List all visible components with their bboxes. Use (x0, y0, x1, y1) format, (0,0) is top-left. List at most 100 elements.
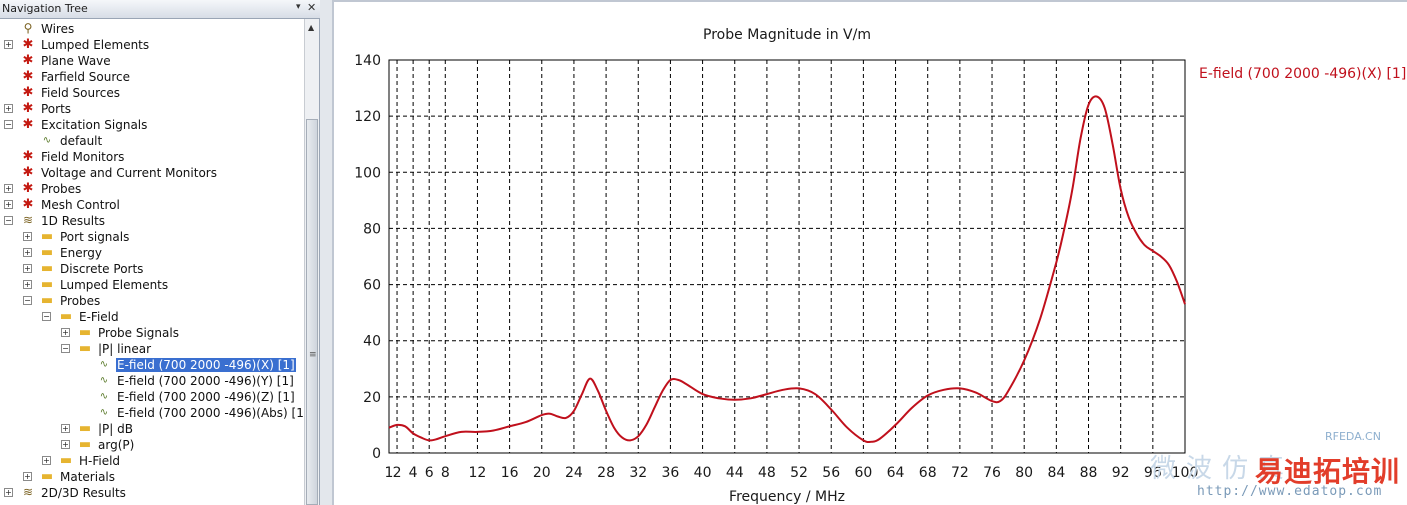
x-tick-label: 76 (983, 465, 1001, 481)
tree-item-label: Lumped Elements (60, 278, 169, 292)
tree-item[interactable]: + ▬ Probe Signals (0, 325, 304, 341)
gear-icon: ✱ (22, 117, 34, 132)
collapse-icon[interactable]: − (61, 344, 70, 353)
tree-item[interactable]: + ▬ arg(P) (0, 437, 304, 453)
results-icon: ≋ (22, 213, 34, 227)
x-tick-label: 88 (1080, 465, 1098, 481)
expand-icon[interactable]: + (4, 488, 13, 497)
folder-icon: ▬ (59, 453, 73, 468)
folder-icon: ▬ (59, 309, 73, 324)
tree-item[interactable]: − ✱ Excitation Signals (0, 117, 304, 133)
expand-icon[interactable]: + (61, 440, 70, 449)
tree-item[interactable]: ⚲ Wires (0, 21, 304, 37)
expand-icon[interactable]: + (23, 280, 32, 289)
tree-item[interactable]: ✱ Field Monitors (0, 149, 304, 165)
tree-item[interactable]: − ▬ |P| linear (0, 341, 304, 357)
expand-icon[interactable]: + (61, 424, 70, 433)
scrollbar-thumb[interactable]: ≡ (306, 119, 318, 505)
expand-icon[interactable]: + (23, 248, 32, 257)
tree-item[interactable]: + ▬ |P| dB (0, 421, 304, 437)
tree-item[interactable]: ∿ E-field (700 2000 -496)(Abs) [1] (0, 405, 304, 421)
expand-icon[interactable]: + (42, 456, 51, 465)
tree-item-label: arg(P) (98, 438, 135, 452)
tree-item[interactable]: − ▬ Probes (0, 293, 304, 309)
curve-icon: ∿ (99, 375, 109, 386)
collapse-icon[interactable]: − (42, 312, 51, 321)
x-tick-label: 56 (822, 465, 840, 481)
expand-icon[interactable]: + (4, 40, 13, 49)
tree-item[interactable]: + ✱ Probes (0, 181, 304, 197)
collapse-icon[interactable]: − (4, 216, 13, 225)
tree-item-label: 1D Results (41, 214, 106, 228)
expand-icon[interactable]: + (4, 104, 13, 113)
tree-item[interactable]: + ▬ Energy (0, 245, 304, 261)
x-tick-label: 24 (565, 465, 583, 481)
y-tick-label: 140 (354, 53, 381, 69)
tree-item[interactable]: + ✱ Ports (0, 101, 304, 117)
watermark-faint-text: 微波仿真 (1150, 454, 1295, 484)
tree-item-label: E-field (700 2000 -496)(Y) [1] (117, 374, 294, 388)
panel-splitter[interactable] (320, 0, 332, 505)
gear-icon: ✱ (22, 181, 34, 196)
tree-item[interactable]: ✱ Voltage and Current Monitors (0, 165, 304, 181)
expand-icon[interactable]: + (23, 232, 32, 241)
pin-dropdown-icon[interactable]: ▾ (296, 2, 301, 12)
tree-item-label: Plane Wave (41, 54, 111, 68)
x-tick-label: 4 (409, 465, 418, 481)
tree-item[interactable]: − ≋ 1D Results (0, 213, 304, 229)
close-icon[interactable]: ✕ (307, 1, 317, 14)
tree-item-label: Excitation Signals (41, 118, 148, 132)
vertical-scrollbar[interactable]: ▲ ≡ (304, 19, 319, 505)
collapse-icon[interactable]: − (23, 296, 32, 305)
expand-icon[interactable]: + (61, 328, 70, 337)
y-tick-label: 120 (354, 109, 381, 125)
tree-item[interactable]: ✱ Plane Wave (0, 53, 304, 69)
tree-item[interactable]: ∿ E-field (700 2000 -496)(Y) [1] (0, 373, 304, 389)
tree-view: ⚲ Wires + ✱ Lumped Elements ✱ Plane Wave ✱ Farfi… (0, 19, 304, 505)
series-line (388, 95, 1186, 444)
x-tick-label: 32 (629, 465, 647, 481)
x-tick-label: 44 (726, 465, 744, 481)
scroll-up-arrow-icon[interactable]: ▲ (308, 23, 315, 32)
x-tick-label: 12 (469, 465, 487, 481)
tree-item[interactable]: ∿ E-field (700 2000 -496)(Z) [1] (0, 389, 304, 405)
expand-icon[interactable]: + (23, 264, 32, 273)
tree-item[interactable]: ✱ Field Sources (0, 85, 304, 101)
x-tick-label: 80 (1015, 465, 1033, 481)
tree-item-label: Port signals (60, 230, 130, 244)
chart-title: Probe Magnitude in V/m (703, 27, 871, 43)
x-axis-label: Frequency / MHz (729, 489, 845, 505)
collapse-icon[interactable]: − (4, 120, 13, 129)
x-tick-label: 92 (1112, 465, 1130, 481)
watermark-site: RFEDA.CN (1325, 430, 1381, 443)
tree-item-label: E-field (700 2000 -496)(Abs) [1] (117, 406, 304, 420)
tree-item-label: Wires (41, 22, 75, 36)
expand-icon[interactable]: + (4, 184, 13, 193)
tree-item[interactable]: + ▬ Lumped Elements (0, 277, 304, 293)
x-tick-label: 28 (597, 465, 615, 481)
x-tick-label: 48 (758, 465, 776, 481)
x-tick-label: 96 (1144, 465, 1162, 481)
expand-icon[interactable]: + (4, 200, 13, 209)
tree-item[interactable]: ✱ Farfield Source (0, 69, 304, 85)
x-tick-label: 6 (425, 465, 434, 481)
x-tick-label: 60 (854, 465, 872, 481)
tree-item[interactable]: + ▬ Materials (0, 469, 304, 485)
tree-item[interactable]: + ≋ 2D/3D Results (0, 485, 304, 501)
tree-item-label: E-field (700 2000 -496)(X) [1] (115, 357, 297, 373)
tree-item[interactable]: + ▬ Discrete Ports (0, 261, 304, 277)
gear-icon: ✱ (22, 53, 34, 68)
folder-icon: ▬ (40, 229, 54, 244)
expand-icon[interactable]: + (23, 472, 32, 481)
tree-item-label: Farfield Source (41, 70, 131, 84)
tree-item[interactable]: ∿ default (0, 133, 304, 149)
tree-item[interactable]: + ▬ H-Field (0, 453, 304, 469)
tree-item[interactable]: + ✱ Mesh Control (0, 197, 304, 213)
tree-item[interactable]: ∿ E-field (700 2000 -496)(X) [1] (0, 357, 304, 373)
results-icon: ≋ (22, 485, 34, 499)
tree-item[interactable]: − ▬ E-Field (0, 309, 304, 325)
tree-item[interactable]: + ✱ Lumped Elements (0, 37, 304, 53)
x-tick-label: 16 (501, 465, 519, 481)
tree-item[interactable]: + ▬ Port signals (0, 229, 304, 245)
plot-area (388, 59, 1186, 454)
